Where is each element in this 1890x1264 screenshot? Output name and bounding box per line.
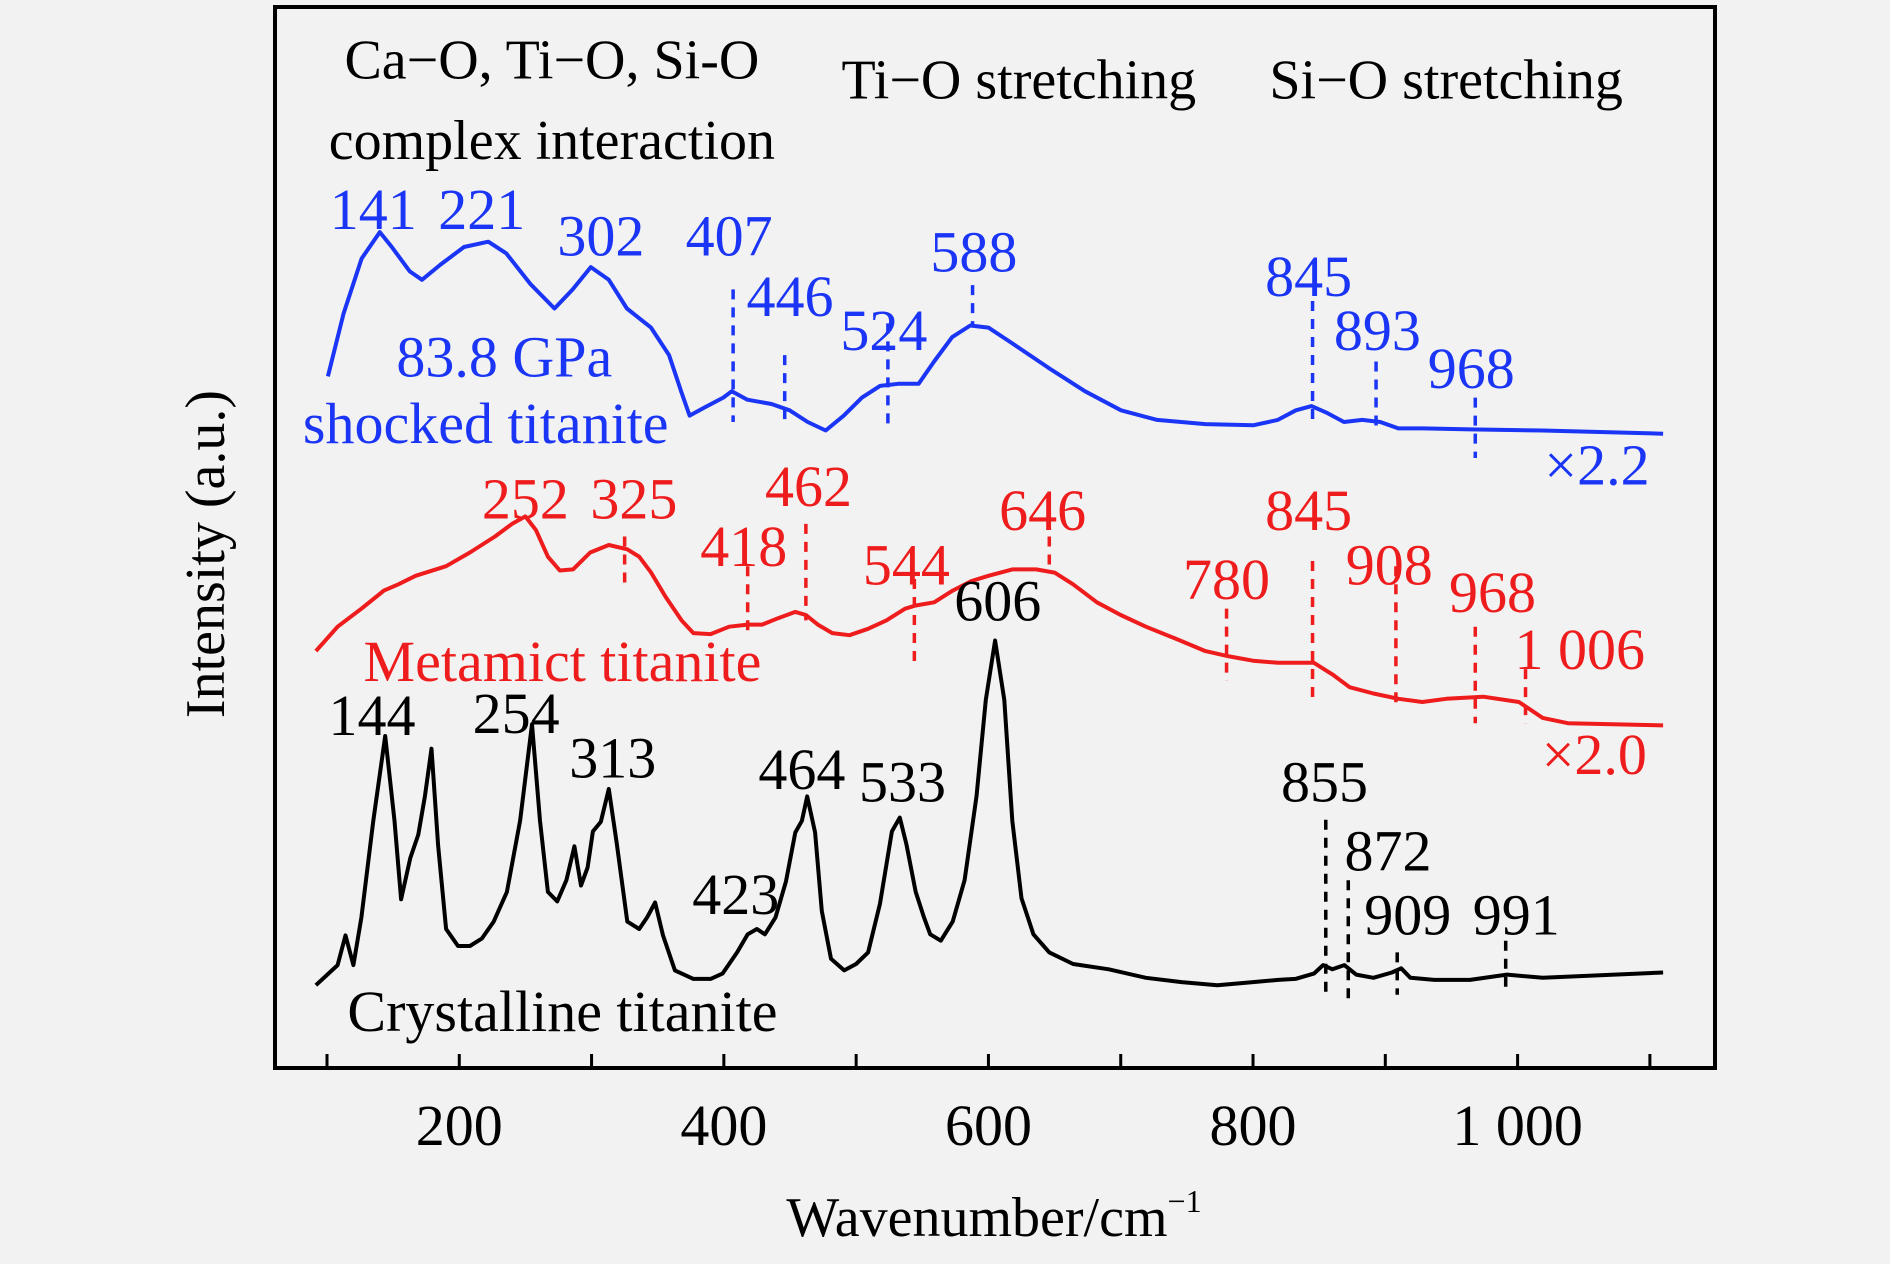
peak-label-metamict: 780 [1183,547,1270,612]
x-tick-label: 600 [945,1093,1032,1158]
region-label: Ca−O, Ti−O, Si-O [344,29,759,91]
annotation-layer: Ca−O, Ti−O, Si-O complex interaction Ti−O … [303,29,1650,1044]
peak-label-crystalline: 909 [1364,882,1451,947]
peak-label-crystalline: 606 [954,568,1041,633]
peak-label-shocked: 221 [438,177,525,242]
peak-label-shocked: 845 [1265,244,1352,309]
x-tick-label: 800 [1210,1093,1297,1158]
peak-label-metamict: 462 [765,454,852,519]
peak-label-crystalline: 533 [859,750,946,815]
y-axis-label: Intensity (a.u.) [175,390,237,718]
x-tick-label: 200 [416,1093,503,1158]
peak-label-crystalline: 144 [328,683,415,748]
x-tick-label: 1 000 [1452,1093,1583,1158]
peak-label-metamict: 544 [863,532,950,597]
series-line-metamict [314,514,1664,728]
peak-label-shocked: 524 [840,298,927,363]
region-label: complex interaction [329,110,775,172]
series-layer [314,230,1664,988]
series-label-shocked: 83.8 GPa [396,324,612,389]
peak-label-metamict: 908 [1346,532,1433,597]
x-axis-label-superscript: −1 [1168,1183,1202,1219]
peak-label-metamict: 845 [1265,478,1352,543]
peak-label-crystalline: 254 [473,681,560,746]
peak-label-shocked: 588 [930,219,1017,284]
plot-frame [273,5,1717,1070]
peak-label-crystalline: 991 [1473,882,1560,947]
peak-label-shocked: 407 [686,203,773,268]
x-axis-ticks: 200 400 600 800 1 000 [325,1054,1652,1158]
x-tick-label: 400 [680,1093,767,1158]
peak-label-shocked: 446 [747,264,834,329]
x-axis-label-text: Wavenumber/cm [786,1187,1167,1249]
peak-label-shocked: 141 [330,177,417,242]
peak-label-metamict: 1 006 [1515,617,1646,682]
series-label-shocked: shocked titanite [303,391,669,456]
peak-label-metamict: 418 [700,514,787,579]
series-line-crystalline [314,638,1664,988]
peak-label-metamict: 968 [1449,560,1536,625]
peak-label-shocked: 893 [1334,298,1421,363]
x-axis-label: Wavenumber/cm−1 [786,1183,1201,1249]
series-label-crystalline: Crystalline titanite [347,979,777,1044]
peak-label-shocked: 968 [1428,336,1515,401]
peak-label-crystalline: 423 [692,862,779,927]
peak-label-crystalline: 313 [569,725,656,790]
region-label: Ti−O stretching [842,49,1197,111]
series-label-metamict: ×2.0 [1542,722,1647,787]
peak-label-crystalline: 872 [1344,819,1431,884]
peak-label-metamict: 325 [590,467,677,532]
peak-label-metamict: 252 [482,467,569,532]
peak-label-crystalline: 855 [1281,750,1368,815]
region-label: Si−O stretching [1269,49,1623,111]
series-line-shocked [325,230,1664,436]
series-label-shocked: ×2.2 [1544,433,1649,498]
series-label-metamict: Metamict titanite [364,629,762,694]
peak-label-crystalline: 464 [758,737,845,802]
peak-label-metamict: 646 [999,478,1086,543]
peak-label-shocked: 302 [557,203,644,268]
